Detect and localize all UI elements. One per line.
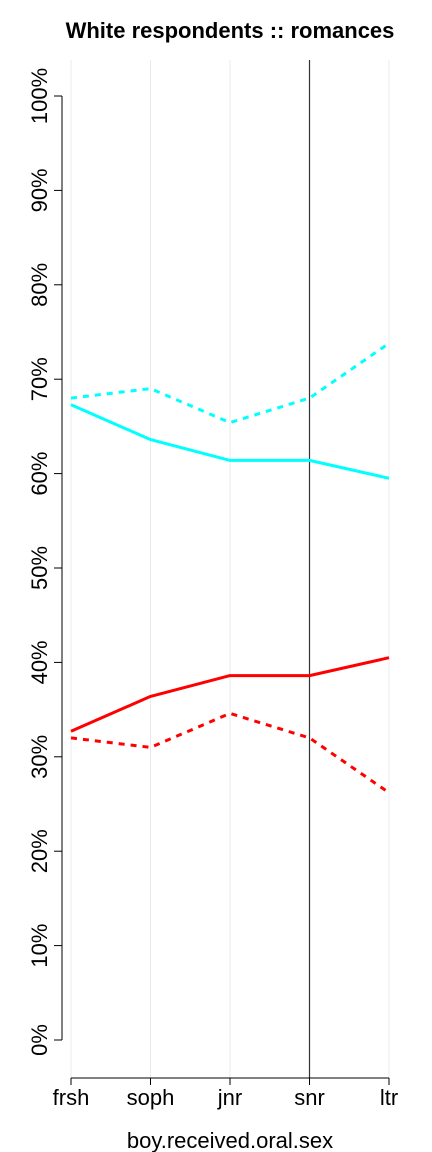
y-tick-label: 30% bbox=[27, 735, 52, 779]
x-tick-label: frsh bbox=[53, 1085, 90, 1110]
y-tick-label: 90% bbox=[27, 168, 52, 212]
y-tick-label: 70% bbox=[27, 357, 52, 401]
y-tick-label: 50% bbox=[27, 546, 52, 590]
series-line-3 bbox=[70, 711, 390, 794]
y-tick-label: 0% bbox=[27, 1024, 52, 1056]
axes: 0% 10% 20% 30% 40% 50% 60% 70% 80% 90% 100% frsh sop… bbox=[27, 68, 398, 1110]
series-lines bbox=[70, 342, 390, 794]
y-tick-label: 40% bbox=[27, 640, 52, 684]
x-tick-label: soph bbox=[127, 1085, 175, 1110]
y-tick-label: 20% bbox=[27, 829, 52, 873]
y-tick-label: 10% bbox=[27, 924, 52, 968]
x-tick-label: ltr bbox=[380, 1085, 398, 1110]
series-line-2 bbox=[70, 656, 390, 733]
y-tick-label: 80% bbox=[27, 263, 52, 307]
chart-title: White respondents :: romances bbox=[66, 18, 395, 43]
y-tick-label: 60% bbox=[27, 452, 52, 496]
x-axis-label: boy.received.oral.sex bbox=[127, 1128, 333, 1152]
x-tick-label: jnr bbox=[217, 1085, 242, 1110]
series-line-0 bbox=[70, 403, 390, 480]
series-line-1 bbox=[70, 342, 390, 425]
grid-lines bbox=[70, 60, 390, 1078]
y-tick-label: 100% bbox=[27, 68, 52, 124]
x-tick-label: snr bbox=[294, 1085, 325, 1110]
